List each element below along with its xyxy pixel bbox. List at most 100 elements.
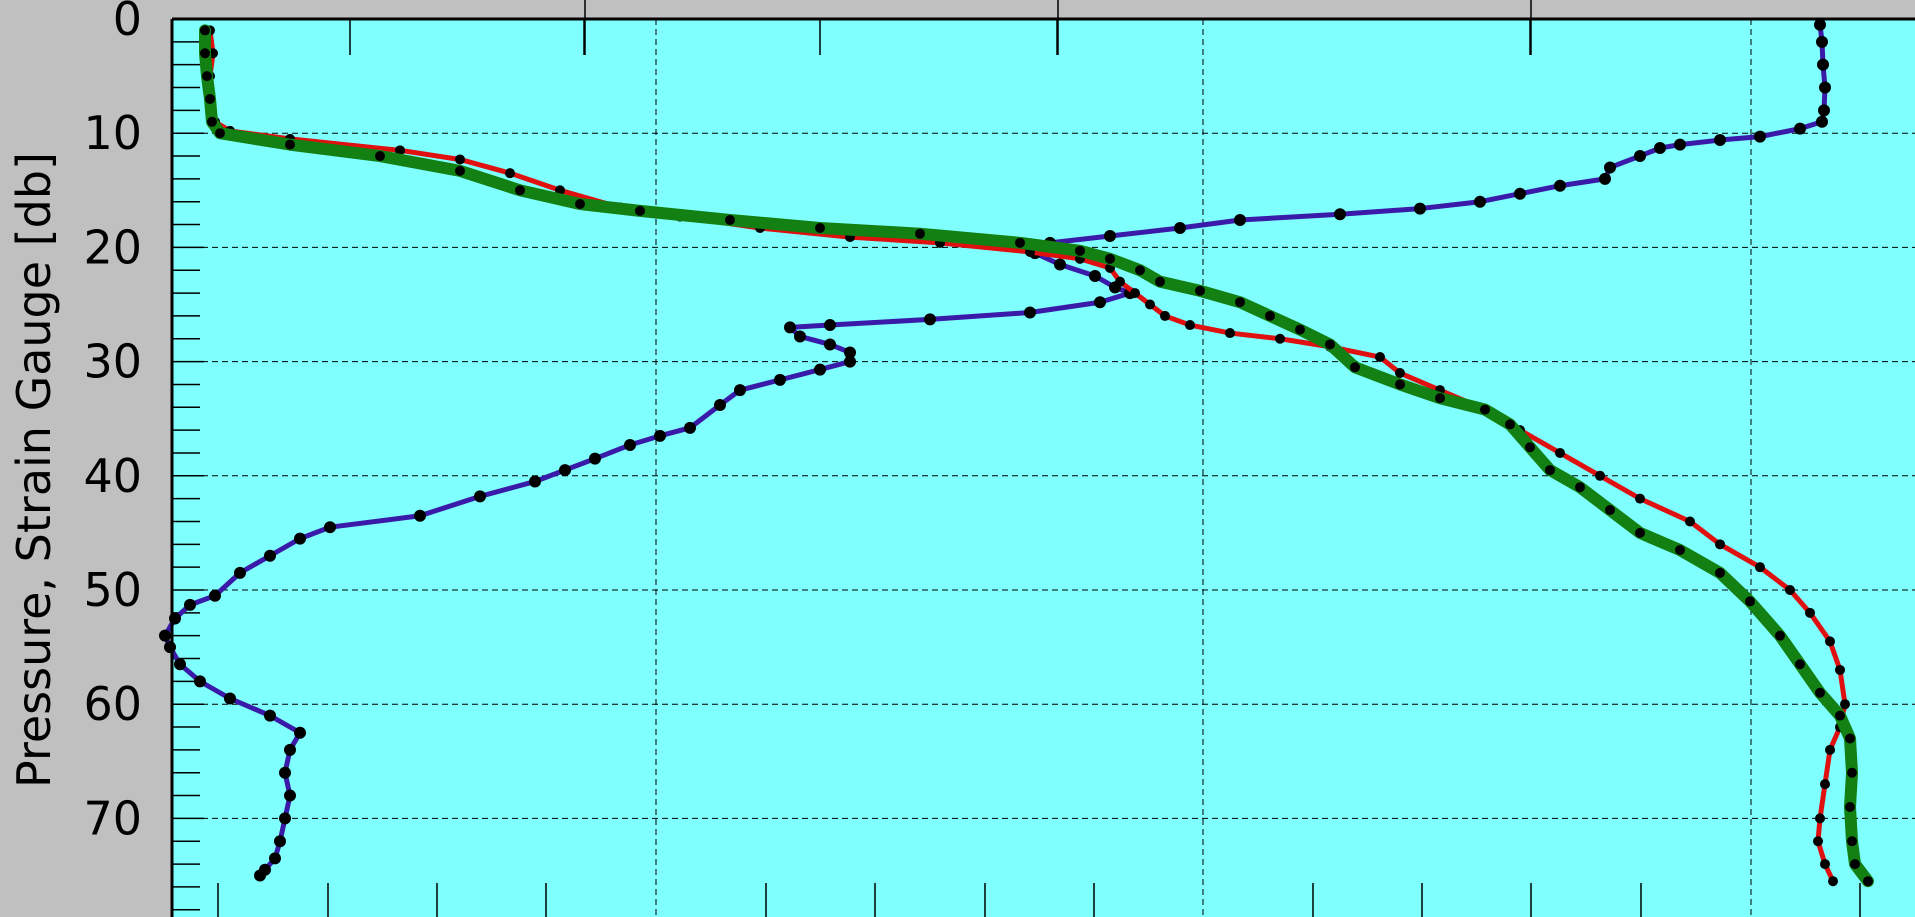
data-point	[1174, 221, 1186, 234]
data-point	[285, 139, 295, 150]
data-point	[714, 398, 726, 411]
data-point	[915, 228, 925, 239]
data-point	[1604, 161, 1616, 174]
data-point	[279, 812, 291, 825]
data-point	[824, 338, 836, 351]
data-point	[505, 168, 515, 179]
data-point	[1474, 195, 1486, 208]
data-point	[1819, 81, 1831, 94]
data-point	[174, 658, 186, 671]
data-point	[1815, 687, 1825, 698]
y-tick-label: 10	[83, 106, 142, 160]
data-point	[725, 214, 735, 225]
data-point	[1845, 733, 1855, 744]
data-point	[1104, 229, 1116, 242]
data-point	[1785, 585, 1795, 595]
y-tick-label: 40	[83, 449, 142, 503]
data-point	[375, 151, 385, 162]
data-point	[455, 154, 465, 165]
data-point	[1350, 362, 1360, 373]
data-point	[1820, 779, 1830, 790]
data-point	[1817, 58, 1829, 71]
data-point	[215, 128, 225, 139]
data-point	[224, 692, 236, 705]
series-line	[207, 27, 1848, 884]
data-point	[207, 116, 217, 127]
data-point	[279, 766, 291, 779]
data-point	[1847, 767, 1857, 778]
data-point	[784, 321, 796, 334]
data-point	[1814, 18, 1826, 31]
data-point	[209, 589, 221, 602]
data-point	[1195, 285, 1205, 296]
y-tick-label: 60	[83, 677, 142, 731]
data-point	[1825, 636, 1835, 647]
data-point	[1715, 567, 1725, 578]
data-point	[1775, 630, 1785, 641]
data-point	[1265, 310, 1275, 321]
data-point	[684, 421, 696, 434]
data-point	[474, 490, 486, 503]
data-point	[794, 330, 806, 343]
data-point	[1714, 134, 1726, 147]
data-point	[269, 852, 281, 865]
data-point	[1599, 172, 1611, 185]
data-point	[1805, 607, 1815, 618]
data-point	[1794, 122, 1806, 135]
data-point	[844, 346, 856, 359]
data-point	[814, 363, 826, 376]
data-point	[624, 438, 636, 451]
data-point	[1554, 179, 1566, 192]
data-point	[824, 319, 836, 332]
data-point	[1828, 876, 1838, 887]
data-point	[559, 464, 571, 477]
data-point	[159, 629, 171, 642]
data-point	[284, 743, 296, 756]
data-point	[274, 835, 286, 848]
data-point	[194, 675, 206, 688]
data-point	[1235, 297, 1245, 308]
data-point	[1813, 836, 1823, 847]
data-point	[1815, 813, 1825, 824]
data-point	[734, 384, 746, 397]
data-point	[164, 641, 176, 654]
data-point	[294, 726, 306, 739]
data-point	[1225, 328, 1235, 339]
data-point	[1135, 265, 1145, 276]
data-point	[1685, 516, 1695, 527]
axis-ticks	[172, 0, 1861, 917]
data-point	[1234, 213, 1246, 226]
data-point	[1160, 310, 1170, 321]
data-point	[1094, 296, 1106, 309]
data-point	[1674, 138, 1686, 151]
data-point	[1755, 562, 1765, 573]
y-axis-title: Pressure, Strain Gauge [db]	[7, 152, 61, 788]
data-point	[234, 566, 246, 579]
data-point	[1605, 505, 1615, 516]
series-line	[199, 24, 1874, 888]
data-point	[774, 373, 786, 386]
data-point	[205, 93, 215, 104]
data-point	[1395, 379, 1405, 390]
data-point	[1015, 237, 1025, 248]
data-point	[395, 145, 405, 156]
data-point	[455, 165, 465, 176]
data-point	[1635, 493, 1645, 504]
data-point	[1275, 333, 1285, 344]
data-point	[200, 48, 210, 59]
data-point	[1075, 245, 1085, 256]
data-point	[1816, 35, 1828, 48]
data-point	[654, 429, 666, 442]
data-point	[1325, 339, 1335, 350]
data-point	[202, 71, 212, 82]
data-point	[924, 313, 936, 326]
data-point	[1375, 352, 1385, 363]
series-1	[159, 18, 1831, 882]
data-point	[1816, 115, 1828, 128]
data-point	[1155, 276, 1165, 287]
data-point	[1654, 142, 1666, 155]
data-point	[1825, 744, 1835, 755]
data-point	[294, 532, 306, 545]
data-point	[1555, 447, 1565, 458]
